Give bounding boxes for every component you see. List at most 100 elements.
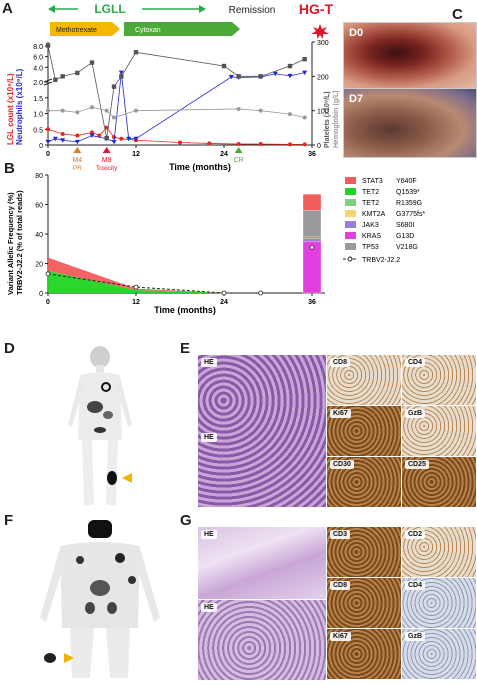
- b-y-tick-label: 0: [39, 291, 43, 298]
- ihc-tile-cd4: CD4: [402, 355, 476, 405]
- a-point-platelets: [111, 84, 117, 89]
- ihc-tile-label: CD2: [405, 530, 426, 539]
- a-point-platelets: [104, 135, 109, 141]
- b-clone-point: [221, 290, 227, 296]
- a-point-lgl: [236, 142, 241, 147]
- ihc-tile-cd8: CD8: [327, 578, 401, 628]
- ihc-tile-cd2: CD2: [402, 527, 476, 577]
- b-legend-name: KRAS: [362, 233, 381, 240]
- he-g-big-1: HE: [198, 527, 326, 599]
- lgll-arrowhead-right: [199, 5, 206, 13]
- a-series-line-neutrophils: [47, 72, 305, 143]
- b-legend-detail: V218G: [396, 244, 418, 251]
- ihc-tile-ki67: Ki67: [327, 629, 401, 679]
- pet-f-kidney-left: [85, 602, 95, 614]
- a-point-neutrophils: [302, 70, 308, 76]
- a-point-hemoglobin: [236, 106, 241, 111]
- b-xlabel: Time (months): [154, 305, 216, 315]
- pet-d-arm-right: [116, 377, 132, 427]
- a-point-hemoglobin: [302, 115, 307, 120]
- photo-d0: D0: [343, 22, 477, 90]
- ihc-tile-cd4: CD4: [402, 578, 476, 628]
- a-annotation-marker: [102, 147, 111, 153]
- a-point-lgl: [178, 140, 182, 145]
- a-annotation-marker: [234, 147, 243, 153]
- b-x-tick-label: 0: [46, 299, 50, 306]
- lgll-label: LGLL: [94, 2, 125, 16]
- a-point-neutrophils: [272, 71, 278, 77]
- b-y-tick-label: 20: [35, 262, 43, 269]
- b-legend-name: TP53: [362, 244, 379, 251]
- b-bar-segment: [302, 238, 322, 242]
- ihc-tile-ki67: Ki67: [327, 406, 401, 456]
- a-left-tick-label: 2.0: [33, 80, 43, 87]
- a-point-platelets: [60, 74, 65, 79]
- a-series: [45, 43, 308, 147]
- ihc-tile-label: Ki67: [330, 632, 351, 641]
- a-point-hemoglobin: [75, 110, 80, 115]
- panel-label-d: D: [4, 340, 15, 357]
- pet-scan-d: [68, 346, 132, 505]
- b-ylabel: Variant Allelic Frequency (%): [6, 192, 15, 295]
- pet-d-heart: [101, 382, 111, 392]
- a-point-hemoglobin: [134, 108, 138, 113]
- a-right-tick-label: 300: [317, 40, 329, 47]
- photo-d7-label: D7: [349, 93, 364, 105]
- a-point-hemoglobin: [112, 115, 116, 120]
- ihc-tile-gzb: GzB: [402, 406, 476, 456]
- pet-f-kidney-right: [107, 602, 117, 614]
- lgll-arrowhead-left: [48, 5, 55, 13]
- b-legend-detail: G13D: [396, 233, 414, 240]
- a-point-lgl: [60, 131, 65, 136]
- b-legend-clone-label: TRBV2-J2.2: [362, 257, 400, 264]
- b-y-tick-label: 60: [35, 203, 43, 210]
- a-ylabel-lgl: LGL count (x10⁹/L): [6, 73, 15, 145]
- hgt-label: HG-T: [299, 1, 334, 17]
- pet-f-node-2: [115, 553, 125, 563]
- panel-label-g: G: [180, 512, 192, 529]
- ihc-tile-label: GzB: [405, 409, 425, 418]
- b-legend-detail: G3775fs*: [396, 211, 425, 218]
- pet-f-arm-right: [134, 548, 160, 622]
- a-series-line-lgl: [47, 127, 305, 145]
- b-legend-name: TET2: [362, 189, 379, 196]
- b-x-tick-label: 12: [132, 299, 140, 306]
- he-g-label-2: HE: [201, 603, 217, 612]
- b-legend-name: KMT2A: [362, 211, 386, 218]
- a-left-tick-label: 8.0: [33, 44, 43, 51]
- b-bar-segment: [302, 236, 322, 239]
- pet-f-lesion: [44, 653, 56, 663]
- a-ylabel-hemoglobin: Hemoglobin (g/L): [333, 90, 340, 148]
- pet-d-head: [90, 346, 110, 368]
- ihc-tile-label: CD8: [330, 358, 351, 367]
- a-point-platelets: [45, 43, 51, 48]
- panel-b-chart: 0 20 40 60 80 0 12 24 36 Time (months) Variant A…: [6, 173, 425, 315]
- b-area-tet2: [48, 270, 224, 293]
- a-point-hemoglobin: [258, 108, 263, 113]
- timeline-header: LGLL Remission HG-T Methotrexate Cytoxan: [48, 1, 334, 39]
- ihc-tile-label: CD4: [405, 581, 426, 590]
- b-legend-swatch: [345, 188, 356, 195]
- b-legend-name: STAT3: [362, 178, 383, 185]
- b-legend-detail: R1359G: [396, 200, 422, 207]
- methotrexate-label: Methotrexate: [56, 27, 97, 34]
- ihc-tile-cd30: CD30: [327, 457, 401, 507]
- a-ticks: 0 0.5 1.0 1.5 2.0 4.0 6.0 8.0 0 100 200 300 0 12 24 36: [33, 40, 329, 158]
- ihc-tile-gzb: GzB: [402, 629, 476, 679]
- a-series-line-platelets: [47, 45, 305, 139]
- a-x-tick-label: 0: [46, 151, 50, 158]
- a-point-platelets: [53, 77, 58, 82]
- b-legend-swatch: [345, 210, 356, 217]
- he-g-label-1: HE: [201, 530, 217, 539]
- ihc-tile-cd3: CD3: [327, 527, 401, 577]
- a-left-tick-label: 0: [39, 143, 43, 150]
- b-legend-swatch: [345, 177, 356, 184]
- panel-label-f: F: [4, 512, 14, 529]
- a-point-hemoglobin: [60, 108, 65, 113]
- a-point-neutrophils: [118, 70, 124, 76]
- pet-d-kidney: [103, 411, 113, 419]
- a-point-platelets: [221, 63, 227, 69]
- b-clone-point: [309, 244, 315, 250]
- pet-d-arm-left: [68, 377, 84, 427]
- a-point-lgl: [302, 142, 307, 147]
